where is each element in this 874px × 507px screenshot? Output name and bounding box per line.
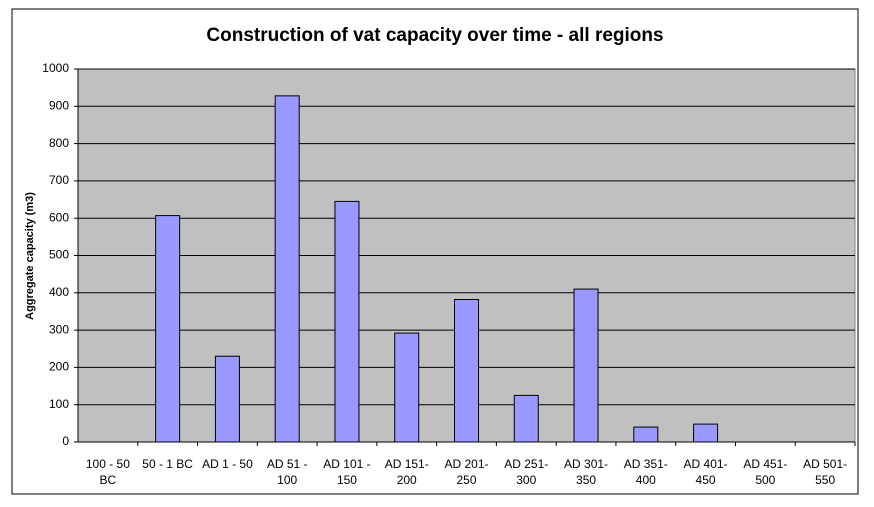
x-tick-label: AD 301- 350 (564, 457, 609, 487)
y-tick-label: 800 (49, 136, 69, 150)
x-tick-label: AD 51 - 100 (266, 457, 308, 487)
x-tick-label: 100 - 50 BC (85, 457, 130, 487)
bar (693, 423, 719, 443)
chart-title: Construction of vat capacity over time -… (206, 25, 663, 46)
y-tick-label: 500 (49, 248, 69, 262)
y-tick-label: 600 (49, 210, 69, 224)
y-tick-label: 100 (49, 397, 69, 411)
x-tick-label: AD 501- 550 (803, 457, 848, 487)
y-tick-label: 400 (49, 285, 69, 299)
y-tick-label: 200 (49, 360, 69, 374)
bar (214, 355, 240, 443)
x-tick-label: 50 - 1 BC (142, 457, 193, 471)
bar (155, 215, 181, 443)
y-tick-label: 1000 (42, 61, 69, 75)
bar (334, 200, 360, 443)
x-tick-label: AD 201- 250 (444, 457, 489, 487)
bar (573, 288, 599, 443)
y-axis-label: Aggregate capacity (m3) (24, 192, 36, 320)
y-tick-label: 700 (49, 173, 69, 187)
x-tick-label: AD 101 - 150 (323, 457, 371, 487)
x-tick-label: AD 1 - 50 (202, 457, 253, 471)
bar (454, 299, 479, 443)
x-tick-label: AD 451- 500 (743, 457, 788, 487)
x-tick-label: AD 351- 400 (623, 457, 668, 487)
bar (394, 332, 420, 443)
y-tick-label: 900 (49, 98, 69, 112)
bar (633, 426, 659, 443)
x-tick-label: AD 251- 300 (504, 457, 549, 487)
bar (513, 394, 539, 443)
x-tick-label: AD 151- 200 (384, 457, 429, 487)
bar (274, 95, 300, 443)
y-tick-label: 300 (49, 322, 69, 336)
y-tick-label: 0 (62, 434, 69, 448)
x-tick-label: AD 401- 450 (683, 457, 728, 487)
